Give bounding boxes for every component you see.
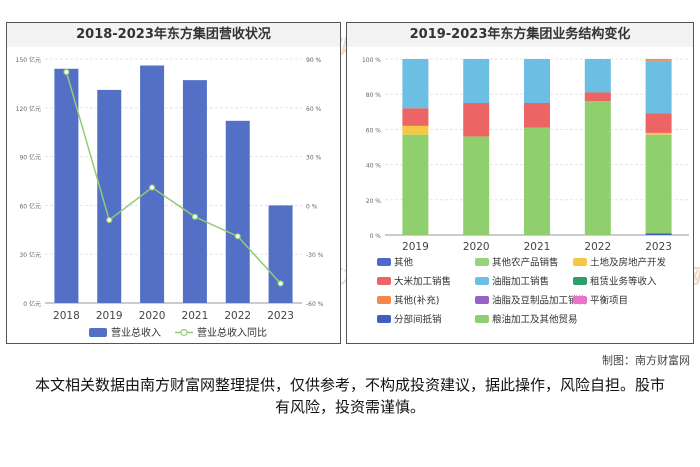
structure-chart-title: 2019-2023年东方集团业务结构变化 (409, 27, 631, 42)
y-tick-label: 90 亿元 (19, 154, 41, 162)
stacked-bar-segment (645, 60, 672, 114)
x-tick-label: 2021 (182, 310, 209, 322)
x-tick-label: 2019 (402, 241, 429, 253)
stacked-bar-segment (645, 59, 672, 61)
legend-label: 租赁业务等收入 (590, 276, 657, 288)
legend-label: 油脂及豆制品加工销售 (492, 295, 587, 307)
y-tick-label: 60 % (366, 127, 382, 134)
legend-swatch (475, 315, 489, 323)
panel-title-background (347, 23, 693, 47)
bar (54, 68, 79, 303)
stacked-bar-segment (584, 92, 611, 102)
legend-swatch (475, 258, 489, 266)
bar (182, 80, 207, 303)
disclaimer-text: 本文相关数据由南方财富网整理提供，仅供参考，不构成投资建议，据此操作，风险自担。… (34, 376, 665, 416)
legend-label: 粮油加工及其他贸易 (492, 314, 578, 326)
structure-chart-svg: 0 % 20 % 40 % 60 % 80 % 100 % 2019 2020 2021 2022… (362, 57, 689, 326)
y-tick-label: 30 亿元 (19, 251, 41, 259)
line-point (63, 68, 70, 76)
legend-label: 其他 (394, 257, 414, 269)
y2-tick-label: 30 % (306, 155, 322, 162)
line-point (277, 280, 284, 287)
y2-tick-label: 90 % (306, 57, 322, 64)
stacked-bar-segment (463, 136, 490, 235)
x-tick-label: 2022 (584, 241, 611, 253)
legend-label: 平衡项目 (590, 295, 628, 307)
y-tick-label: 100 % (362, 57, 381, 64)
yoy-line (65, 71, 282, 284)
chart-credit: 制图：南方财富网 (602, 354, 690, 367)
stacked-bar-segment (645, 113, 672, 133)
stacked-bar-segment (584, 59, 611, 93)
legend-swatch (573, 277, 587, 285)
legend-swatch (573, 258, 587, 266)
x-tick-label: 2020 (463, 241, 490, 253)
x-tick-label: 2020 (139, 310, 166, 322)
y-tick-label: 0 亿元 (23, 300, 41, 308)
bar (140, 65, 165, 303)
legend-label: 其他农产品销售 (492, 257, 559, 269)
legend-swatch (377, 277, 391, 285)
bar (97, 89, 122, 303)
stacked-bar-segment (402, 108, 429, 126)
stacked-bar-segment (402, 125, 429, 135)
bar (268, 205, 293, 303)
legend-swatch (377, 258, 391, 266)
legend-label: 大米加工销售 (394, 276, 451, 288)
legend-swatch (377, 315, 391, 323)
legend-swatch (475, 296, 489, 304)
x-tick-label: 2023 (645, 241, 672, 253)
stacked-bar-segment (402, 59, 429, 109)
y-tick-label: 60 亿元 (19, 202, 41, 210)
y-tick-label: 20 % (366, 198, 382, 205)
line-point (191, 213, 199, 220)
legend-swatch (475, 277, 489, 285)
stacked-bar-segment (524, 59, 550, 103)
line-point (106, 216, 113, 224)
legend-swatch (180, 328, 188, 337)
revenue-chart-panel: 2018-2023年东方集团营收状况 0 亿元 -60 % 30 亿元 -30 % 60… (6, 22, 341, 344)
y2-tick-label: -60 % (306, 301, 324, 308)
legend-label: 其他(补充) (394, 295, 439, 307)
legend-label: 营业总收入 (111, 326, 161, 339)
legend-label: 分部间抵销 (394, 314, 442, 326)
line-point (148, 184, 156, 191)
stacked-bar-segment (645, 233, 672, 235)
y2-tick-label: -30 % (306, 252, 324, 259)
revenue-chart-title: 2018-2023年东方集团营收状况 (76, 27, 271, 42)
legend-swatch (573, 296, 587, 304)
stacked-bar-segment (524, 103, 550, 128)
legend-swatch (89, 328, 107, 337)
y2-tick-label: 0 % (306, 203, 318, 210)
stacked-bar-segment (524, 127, 550, 235)
stacked-bar-segment (402, 134, 429, 235)
y-tick-label: 0 % (370, 233, 382, 240)
y2-tick-label: 60 % (306, 106, 322, 113)
y-tick-label: 40 % (366, 163, 382, 170)
x-tick-label: 2022 (224, 310, 251, 322)
y-tick-label: 120 亿元 (16, 105, 41, 113)
bar (225, 120, 250, 304)
stacked-bar-segment (584, 101, 611, 236)
x-tick-label: 2023 (267, 310, 294, 322)
stacked-bar-segment (463, 103, 490, 137)
legend-label: 油脂加工销售 (492, 276, 549, 288)
panel-title-background (7, 23, 340, 47)
x-tick-label: 2019 (96, 310, 123, 322)
x-tick-label: 2021 (524, 241, 551, 253)
y-tick-label: 80 % (366, 92, 382, 99)
legend-label: 土地及房地产开发 (590, 257, 667, 269)
y-tick-label: 150 亿元 (16, 56, 41, 64)
line-point (234, 233, 241, 240)
revenue-chart-svg: 0 亿元 -60 % 30 亿元 -30 % 60 亿元 0 % 90 亿元 30 % 120 … (16, 56, 324, 339)
stacked-bar-segment (645, 134, 672, 234)
legend-swatch (377, 296, 391, 304)
stacked-bar-segment (645, 132, 672, 135)
structure-chart-panel: 2019-2023年东方集团业务结构变化 0 % 20 % 40 % 60 % 80 %… (346, 22, 694, 344)
stacked-bar-segment (463, 59, 490, 103)
x-tick-label: 2018 (53, 310, 80, 322)
legend-label: 营业总收入同比 (197, 326, 267, 339)
